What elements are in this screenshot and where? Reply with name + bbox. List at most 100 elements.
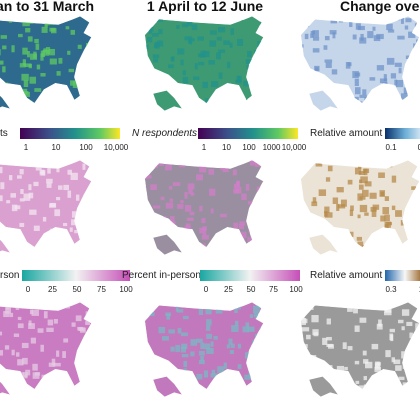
county <box>217 246 225 248</box>
county <box>144 382 152 388</box>
county <box>32 363 38 371</box>
county <box>218 27 226 33</box>
county <box>188 189 193 195</box>
county <box>380 191 385 197</box>
county <box>220 213 227 218</box>
county <box>310 33 314 38</box>
county <box>402 382 407 388</box>
county <box>49 228 57 233</box>
county <box>27 51 30 58</box>
county <box>23 193 31 201</box>
county <box>300 228 302 232</box>
county <box>260 16 264 21</box>
county <box>209 30 217 35</box>
county <box>300 317 306 326</box>
county <box>413 43 420 49</box>
county <box>206 319 212 326</box>
county <box>370 206 377 212</box>
county <box>200 342 205 350</box>
county <box>183 360 188 368</box>
county <box>89 204 92 209</box>
county <box>300 363 306 371</box>
legend-tick: 75 <box>269 285 278 294</box>
county <box>304 367 308 373</box>
map <box>300 159 420 255</box>
county <box>306 221 313 226</box>
county <box>78 64 82 69</box>
county <box>357 214 361 219</box>
county <box>71 219 77 226</box>
panel-title: 1 April to 12 June <box>147 0 263 14</box>
county <box>312 37 320 41</box>
county <box>4 345 10 350</box>
county <box>344 366 348 371</box>
us-map <box>144 15 265 104</box>
county <box>311 201 318 207</box>
county <box>49 20 55 25</box>
county <box>223 96 228 104</box>
county <box>46 327 54 333</box>
county <box>347 346 353 351</box>
county <box>198 308 204 316</box>
county <box>342 230 346 235</box>
county <box>182 76 189 84</box>
county <box>200 355 204 361</box>
county <box>184 191 188 199</box>
county <box>249 160 254 166</box>
county <box>86 59 90 65</box>
county <box>368 245 373 248</box>
county <box>389 333 394 341</box>
county <box>75 315 82 322</box>
county <box>370 237 375 242</box>
county <box>192 76 200 81</box>
county <box>23 79 29 88</box>
county <box>82 90 89 97</box>
county <box>325 177 331 182</box>
county <box>239 231 247 239</box>
county <box>214 241 218 248</box>
county <box>360 33 364 41</box>
county <box>54 230 58 236</box>
county <box>17 323 24 329</box>
county <box>10 193 16 198</box>
legend-bar <box>385 270 420 281</box>
county <box>207 386 213 390</box>
county <box>24 63 32 67</box>
county <box>158 326 166 334</box>
county <box>68 68 75 73</box>
county <box>71 211 78 218</box>
county <box>408 31 416 38</box>
county <box>58 376 66 384</box>
county <box>86 68 92 73</box>
county <box>404 68 409 75</box>
county <box>257 81 261 86</box>
county <box>27 36 33 42</box>
legend-bar <box>198 128 298 139</box>
county <box>326 343 333 348</box>
county <box>247 50 252 58</box>
county <box>42 49 49 56</box>
county <box>326 234 330 239</box>
county <box>0 350 3 356</box>
county <box>75 194 80 201</box>
county <box>69 227 73 232</box>
county <box>371 209 377 217</box>
county <box>165 202 174 209</box>
county <box>322 337 328 345</box>
county <box>397 245 401 248</box>
county <box>11 204 18 212</box>
county <box>85 320 91 325</box>
county <box>382 82 388 88</box>
county <box>222 164 229 173</box>
county <box>254 216 261 224</box>
county <box>393 377 399 384</box>
county <box>144 101 147 104</box>
county <box>223 40 230 45</box>
county <box>14 205 21 210</box>
county <box>19 198 25 202</box>
county <box>260 101 264 104</box>
county <box>23 372 28 378</box>
county <box>301 327 310 332</box>
county <box>49 58 57 65</box>
